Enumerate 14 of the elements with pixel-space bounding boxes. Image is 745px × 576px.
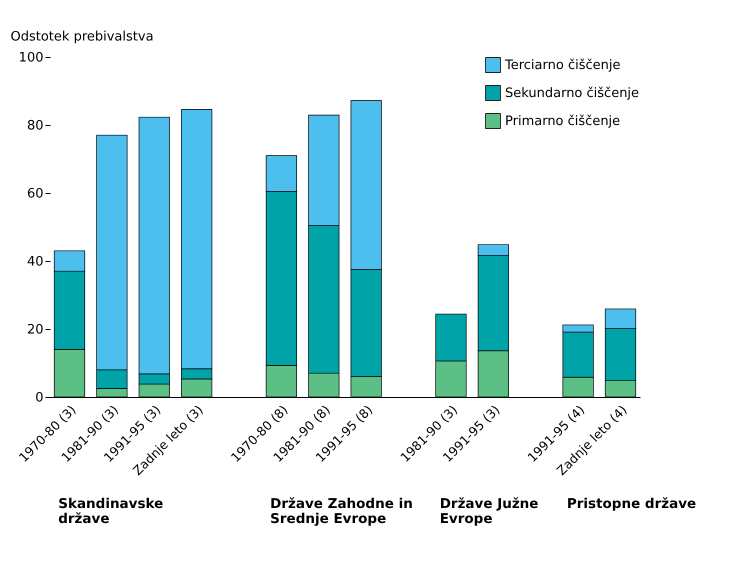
y-tick-label: 80 [26, 118, 44, 134]
y-tick-label: 100 [18, 50, 44, 66]
y-axis-title: Odstotek prebivalstva [10, 30, 154, 44]
y-tick-label: 40 [26, 254, 44, 270]
text: Pristopne države [566, 496, 696, 512]
legend-label: Sekundarno čiščenje [505, 86, 640, 101]
text: Države Zahodne in Srednje Evrope [270, 496, 413, 527]
legend-label: Primarno čiščenje [505, 114, 620, 129]
legend-label: Terciarno čiščenje [504, 58, 620, 73]
y-tick-label: 0 [35, 390, 44, 406]
y-tick-label: 60 [26, 186, 44, 202]
text: Države Južne Evrope [440, 496, 538, 527]
y-tick-label: 20 [26, 322, 44, 338]
text: Skandinavske države [58, 496, 164, 527]
